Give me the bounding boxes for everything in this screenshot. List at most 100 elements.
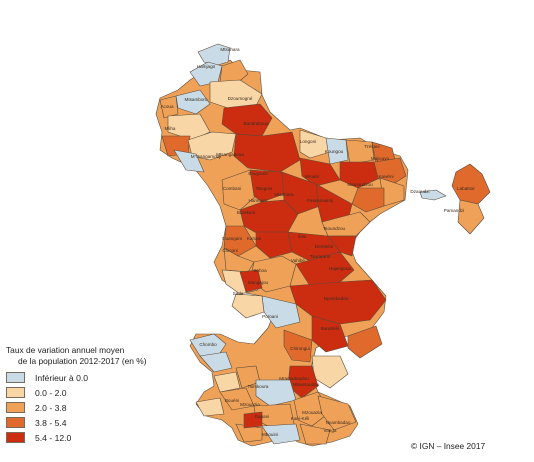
commune-label: Ouangani bbox=[222, 236, 242, 241]
commune-area bbox=[231, 293, 265, 319]
commune-area bbox=[189, 61, 223, 87]
legend-label: Inférieur à 0.0 bbox=[35, 372, 89, 383]
commune-label: Chiconi bbox=[222, 248, 237, 253]
commune-label: Mtsahara bbox=[220, 47, 240, 52]
legend-item-class-4: 5.4 - 12.0 bbox=[6, 430, 176, 445]
commune-area bbox=[189, 333, 227, 357]
commune-area bbox=[243, 411, 263, 429]
commune-label: Sohoa bbox=[253, 268, 267, 273]
commune-label: Labattoir bbox=[457, 186, 475, 191]
commune-polygons bbox=[155, 43, 491, 447]
commune-label: Barakani bbox=[237, 210, 255, 215]
commune-label: Mramadoudou bbox=[279, 376, 309, 381]
commune-area bbox=[289, 279, 387, 325]
commune-label: Mtsamoudou bbox=[293, 382, 320, 387]
commune-area bbox=[221, 169, 257, 211]
commune-label: Tsararano bbox=[310, 254, 331, 259]
commune-label: Tsoundzou bbox=[323, 226, 346, 231]
commune-label: Mzouazia bbox=[302, 410, 322, 415]
commune-label: Kahani bbox=[247, 236, 261, 241]
commune-area bbox=[299, 157, 341, 187]
commune-area bbox=[311, 315, 349, 353]
commune-area bbox=[195, 397, 225, 417]
legend-title: Taux de variation annuel moyen de la pop… bbox=[6, 345, 176, 367]
commune-area bbox=[283, 329, 313, 363]
legend-label: 0.0 - 2.0 bbox=[35, 387, 67, 398]
commune-label: Mangajou bbox=[248, 280, 269, 285]
commune-label: Mbouini bbox=[262, 432, 278, 437]
legend-item-class-1: 0.0 - 2.0 bbox=[6, 385, 176, 400]
commune-label: Chirongui bbox=[290, 346, 310, 351]
commune-label: Bandraboua bbox=[243, 121, 268, 126]
commune-area bbox=[219, 59, 249, 85]
legend-title-line1: Taux de variation annuel moyen bbox=[6, 345, 125, 355]
commune-label: Bouyouni bbox=[248, 171, 267, 176]
commune-label: Tsingoni bbox=[256, 186, 273, 191]
commune-area bbox=[345, 139, 375, 165]
commune-area bbox=[281, 171, 321, 215]
commune-area bbox=[213, 371, 241, 393]
commune-label: Kani-Kéli bbox=[291, 416, 309, 421]
commune-area bbox=[239, 199, 299, 237]
commune-area bbox=[321, 211, 371, 237]
commune-label: Nyambadao bbox=[324, 296, 349, 301]
legend-item-class-2: 2.0 - 3.8 bbox=[6, 400, 176, 415]
commune-label: Nyambadao bbox=[326, 420, 351, 425]
commune-area bbox=[299, 423, 331, 445]
commune-area bbox=[159, 95, 179, 119]
dzaoudzi-rock bbox=[419, 189, 447, 201]
commune-area bbox=[317, 395, 357, 431]
commune-label: Chombo bbox=[199, 342, 217, 347]
commune-label: Sada bbox=[233, 291, 244, 296]
commune-area bbox=[223, 225, 257, 257]
commune-label: Acoua bbox=[160, 104, 173, 109]
commune-label: Mtsangadoua bbox=[216, 152, 244, 157]
legend-label: 2.0 - 3.8 bbox=[35, 402, 67, 413]
commune-label: Majicavo bbox=[371, 156, 390, 161]
legend-label: 3.8 - 5.4 bbox=[35, 417, 67, 428]
commune-area bbox=[239, 269, 263, 293]
commune-area bbox=[255, 231, 293, 259]
commune-label: Iloni bbox=[298, 234, 306, 239]
commune-label: Hamjago bbox=[197, 64, 216, 69]
commune-label: Koungou bbox=[325, 149, 344, 154]
commune-label: Dapani bbox=[255, 414, 270, 419]
legend-swatch bbox=[6, 402, 25, 413]
commune-area bbox=[295, 251, 355, 287]
commune-label: Mzouazia bbox=[240, 402, 260, 407]
commune-label: Mamoudzou bbox=[347, 182, 373, 187]
commune-area bbox=[339, 161, 381, 189]
commune-area bbox=[325, 137, 349, 165]
legend: Taux de variation annuel moyen de la pop… bbox=[6, 345, 176, 445]
commune-label: M'Tsangamouji bbox=[191, 154, 222, 159]
legend-swatch bbox=[6, 387, 25, 398]
commune-label: Mroalé bbox=[305, 174, 319, 179]
commune-area bbox=[351, 187, 385, 213]
commune-area bbox=[223, 247, 255, 273]
commune-label: Dzaoudzi bbox=[410, 189, 429, 194]
commune-label: Mtsahara bbox=[274, 192, 294, 197]
commune-area bbox=[327, 235, 357, 257]
commune-area bbox=[255, 379, 297, 407]
commune-area bbox=[299, 129, 331, 159]
commune-area bbox=[347, 325, 383, 359]
commune-label: Kawéni bbox=[378, 174, 393, 179]
legend-swatch bbox=[6, 432, 25, 443]
commune-area bbox=[233, 131, 301, 173]
commune-labels: Mtsamboro Hamjago Mtsahara Mliha Mtsangadoua… bbox=[160, 47, 475, 437]
commune-area bbox=[173, 149, 205, 173]
commune-area bbox=[261, 423, 301, 445]
commune-label: Passamainty bbox=[307, 198, 334, 203]
commune-label: Longoni bbox=[300, 139, 316, 144]
commune-area bbox=[197, 43, 231, 67]
legend-item-class-0: Inférieur à 0.0 bbox=[6, 370, 176, 385]
commune-label: Hamouro bbox=[249, 198, 268, 203]
commune-label: Mliha bbox=[165, 126, 176, 131]
commune-label: Combani bbox=[223, 186, 241, 191]
petite-terre-south bbox=[457, 199, 485, 235]
petite-terre-north bbox=[451, 163, 491, 205]
legend-item-class-3: 3.8 - 5.4 bbox=[6, 415, 176, 430]
commune-label: Poroani bbox=[262, 314, 278, 319]
commune-label: Vahibé bbox=[291, 258, 305, 263]
